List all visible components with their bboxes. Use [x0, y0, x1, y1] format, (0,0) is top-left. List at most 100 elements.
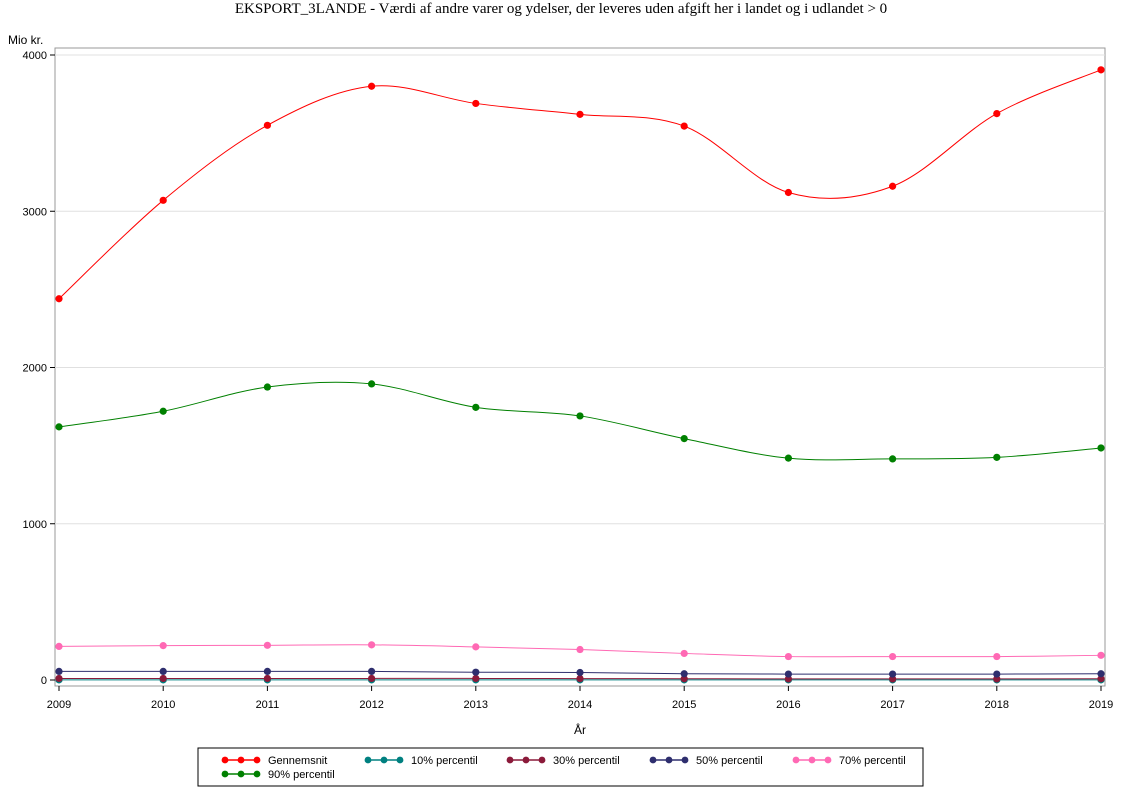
y-tick-label: 0 [41, 675, 47, 687]
data-point [680, 675, 688, 683]
legend-marker [808, 756, 816, 764]
x-tick-label: 2015 [672, 699, 696, 711]
data-point [159, 674, 167, 683]
legend-marker [221, 770, 229, 778]
data-point [368, 380, 376, 388]
y-axis-label: Mio kr. [8, 33, 43, 47]
data-point [576, 668, 584, 677]
series-line-5 [58, 381, 1102, 461]
data-point [55, 667, 63, 676]
data-point [889, 652, 897, 661]
legend-marker [538, 756, 546, 764]
legend-marker [649, 756, 657, 764]
legend-label: 10% percentil [411, 755, 478, 767]
data-point [263, 667, 271, 676]
legend-marker [221, 756, 229, 764]
data-point [889, 182, 897, 190]
y-tick-label: 1000 [23, 519, 47, 531]
x-tick-label: 2011 [256, 699, 280, 711]
legend-marker [522, 756, 530, 764]
data-point [784, 670, 793, 678]
data-point [680, 649, 688, 658]
legend-marker [237, 756, 245, 764]
data-point [368, 641, 376, 649]
legend-marker [681, 756, 689, 764]
data-point [368, 667, 376, 676]
data-point [993, 109, 1001, 118]
data-point [1097, 675, 1105, 683]
data-point [1097, 444, 1105, 452]
legend-marker [792, 756, 800, 764]
data-point [263, 674, 271, 683]
legend-label: 70% percentil [839, 755, 906, 767]
data-point [993, 453, 1001, 461]
x-tick-label: 2018 [985, 699, 1009, 711]
x-tick-label: 2010 [151, 699, 175, 711]
series-lines [58, 69, 1102, 681]
data-point [159, 667, 167, 676]
x-tick-label: 2012 [359, 699, 383, 711]
y-tick-label: 2000 [23, 363, 47, 375]
data-point [993, 652, 1001, 661]
data-point [55, 423, 63, 431]
data-point [1097, 670, 1105, 678]
data-point [680, 434, 688, 443]
data-point [55, 642, 63, 651]
x-tick-label: 2017 [880, 699, 904, 711]
data-point [159, 407, 167, 415]
data-point [680, 670, 688, 678]
legend: Gennemsnit 10% percentil 30% percentil 50% … [197, 747, 924, 787]
data-point [55, 295, 63, 303]
legend-label: 90% percentil [268, 769, 335, 781]
y-tick-label: 3000 [23, 206, 47, 218]
data-point [472, 403, 480, 411]
data-point [472, 674, 480, 683]
data-point [784, 188, 793, 197]
x-tick-label: 2013 [464, 699, 488, 711]
data-point [159, 642, 167, 650]
data-point [472, 668, 480, 676]
data-point [472, 643, 480, 651]
legend-marker [253, 756, 261, 764]
data-point [55, 674, 63, 683]
series-line-0 [58, 69, 1102, 300]
legend-marker [824, 756, 832, 764]
data-point [889, 670, 897, 678]
legend-marker [506, 756, 514, 764]
data-point [263, 121, 271, 129]
data-point [889, 455, 897, 463]
x-axis-ticks: 2009 2010 2011 2012 2013 2014 2015 2016 2017 2018… [47, 686, 1113, 711]
series-points [55, 66, 1105, 684]
gridlines [55, 54, 1105, 525]
legend-marker [237, 770, 245, 778]
x-axis-label: År [574, 722, 586, 737]
legend-marker [380, 756, 388, 764]
x-tick-label: 2009 [47, 699, 71, 711]
x-tick-label: 2019 [1089, 699, 1113, 711]
x-tick-label: 2016 [776, 699, 800, 711]
legend-marker [364, 756, 372, 764]
data-point [263, 641, 271, 649]
data-point [159, 196, 167, 204]
x-tick-label: 2014 [568, 699, 592, 711]
data-point [1097, 66, 1105, 74]
data-point [576, 110, 584, 118]
data-point [472, 99, 480, 108]
legend-box [197, 747, 924, 787]
data-point [263, 383, 271, 391]
y-tick-label: 4000 [23, 50, 47, 62]
legend-label: 30% percentil [553, 755, 620, 767]
legend-marker [253, 770, 261, 778]
data-point [576, 645, 584, 654]
y-axis-ticks: 0 1000 2000 3000 4000 [23, 50, 55, 687]
data-point [784, 454, 793, 462]
legend-label: 50% percentil [696, 755, 763, 767]
data-point [368, 82, 376, 90]
data-point [993, 670, 1001, 678]
data-point [680, 122, 688, 130]
legend-marker [396, 756, 404, 764]
data-point [576, 412, 584, 420]
legend-label: Gennemsnit [268, 755, 327, 767]
chart-title: EKSPORT_3LANDE - Værdi af andre varer og… [234, 1, 888, 17]
